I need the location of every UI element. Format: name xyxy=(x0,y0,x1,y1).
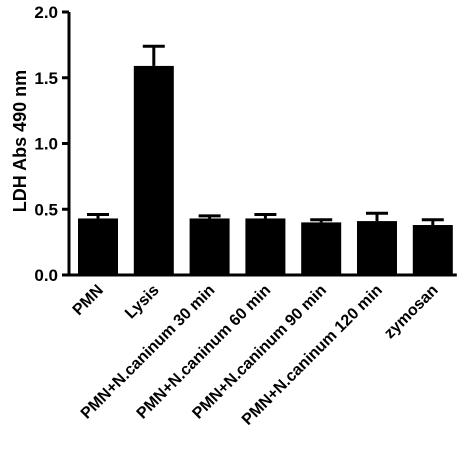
y-tick-label: 1.0 xyxy=(34,135,58,154)
bar xyxy=(133,65,174,275)
y-tick-label: 2.0 xyxy=(34,3,58,22)
y-ticks: 0.0 0.5 1.0 1.5 2.0 xyxy=(34,3,69,285)
bar xyxy=(301,222,342,275)
x-tick-label: Lysis xyxy=(122,282,163,323)
x-tick-label: zymosan xyxy=(381,282,441,342)
bar xyxy=(78,218,118,275)
y-tick-label: 0.5 xyxy=(34,200,58,219)
bar xyxy=(189,218,230,275)
y-tick-label: 1.5 xyxy=(34,69,58,88)
y-tick-label: 0.0 xyxy=(34,266,58,285)
y-axis-label: LDH Abs 490 nm xyxy=(10,70,30,212)
bar xyxy=(245,218,286,275)
x-tick-label: PMN xyxy=(70,282,107,319)
bars xyxy=(78,44,453,275)
bar xyxy=(412,225,453,275)
bar xyxy=(357,221,397,275)
